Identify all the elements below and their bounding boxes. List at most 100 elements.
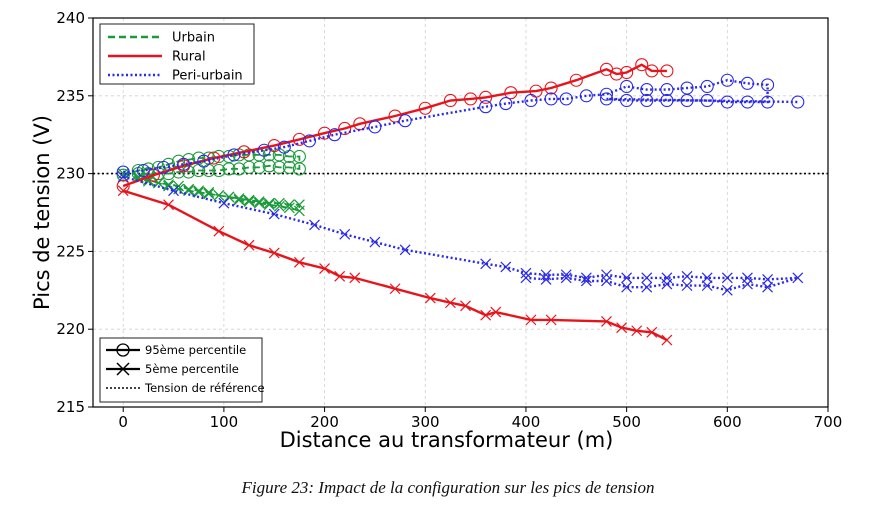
- series-line: [122, 189, 668, 342]
- series-rural-p5: [117, 185, 673, 346]
- axes-frame: [92, 17, 829, 408]
- data-point-x: [193, 185, 205, 197]
- data-point-circle: [479, 90, 493, 104]
- data-point-x: [721, 272, 733, 284]
- data-point-x: [681, 270, 693, 282]
- data-point-circle: [700, 93, 714, 108]
- data-point-x: [163, 179, 174, 190]
- data-point-circle: [262, 159, 276, 173]
- data-point-circle: [479, 100, 493, 114]
- data-point-x: [399, 244, 411, 256]
- data-point-x: [616, 322, 628, 334]
- x-tick-label: 600: [713, 413, 742, 431]
- data-point-x: [721, 284, 733, 296]
- series-peri-urbain-p95: [116, 73, 805, 179]
- data-point-x: [349, 272, 361, 284]
- x-tick-label: 400: [512, 413, 541, 431]
- data-point-x: [742, 278, 753, 290]
- data-point-x: [389, 283, 401, 295]
- data-point-circle: [338, 121, 352, 136]
- data-point-circle: [610, 67, 624, 81]
- data-point-circle: [328, 128, 342, 142]
- data-point-circle: [635, 58, 649, 72]
- data-point-circle: [524, 93, 538, 108]
- data-point-circle: [499, 97, 513, 111]
- data-point-x: [480, 258, 492, 270]
- data-point-x: [319, 263, 330, 274]
- data-point-x: [621, 281, 633, 293]
- data-point-x: [334, 270, 346, 282]
- data-point-x: [520, 272, 532, 284]
- data-point-x: [339, 228, 351, 240]
- data-point-circle: [544, 92, 558, 106]
- data-point-x: [213, 225, 225, 237]
- data-point-x: [601, 275, 612, 287]
- data-point-circle: [242, 160, 256, 174]
- data-point-circle: [116, 179, 130, 193]
- data-point-x: [792, 272, 804, 284]
- y-tick-label: 235: [56, 87, 85, 105]
- data-point-circle: [761, 78, 775, 92]
- data-point-x: [213, 189, 225, 201]
- data-point-x: [263, 197, 275, 209]
- data-point-x: [580, 275, 592, 287]
- series-layer: [116, 58, 805, 346]
- data-point-circle: [177, 157, 191, 171]
- data-point-x: [762, 273, 774, 285]
- data-point-x: [601, 315, 612, 327]
- data-point-circle: [212, 163, 226, 178]
- data-point-circle: [504, 86, 518, 100]
- data-point-x: [545, 314, 557, 326]
- data-point-circle: [464, 92, 478, 106]
- data-point-circle: [660, 93, 674, 108]
- data-point-circle: [136, 163, 150, 178]
- data-point-x: [203, 186, 215, 198]
- data-point-circle: [559, 92, 573, 106]
- x-marker-icon: [116, 362, 130, 376]
- data-point-x: [525, 314, 537, 326]
- data-point-x: [243, 239, 255, 251]
- data-point-x: [445, 297, 456, 309]
- data-point-x: [263, 199, 275, 211]
- legend-statistics: 95ème percentile 5ème percentile Tension d…: [99, 337, 265, 403]
- x-tick-label: 700: [814, 413, 843, 431]
- data-point-x: [701, 272, 713, 284]
- y-tick-label: 215: [56, 398, 85, 416]
- data-point-x: [253, 197, 265, 209]
- data-point-circle: [620, 79, 634, 94]
- data-point-circle: [232, 162, 246, 176]
- data-point-circle: [720, 95, 734, 109]
- data-point-x: [540, 273, 552, 285]
- data-point-circle: [318, 126, 332, 140]
- data-point-circle: [292, 132, 306, 146]
- series-line: [123, 78, 798, 174]
- data-point-x: [283, 202, 295, 214]
- data-point-x: [621, 272, 633, 284]
- data-point-x: [253, 196, 265, 208]
- data-point-circle: [680, 93, 694, 108]
- data-point-x: [631, 325, 643, 337]
- legend-label: Tension de référence: [144, 381, 265, 395]
- data-point-circle: [544, 81, 558, 95]
- data-point-circle: [116, 165, 130, 179]
- data-point-circle: [272, 160, 286, 174]
- data-point-x: [480, 309, 492, 321]
- data-point-x: [460, 300, 471, 312]
- data-point-x: [560, 269, 572, 281]
- data-point-circle: [620, 93, 634, 108]
- data-point-x: [273, 200, 285, 212]
- data-point-circle: [599, 87, 614, 101]
- data-point-x: [233, 193, 245, 204]
- y-axis-label: Pics de tension (V): [30, 115, 54, 310]
- data-point-circle: [660, 83, 674, 97]
- data-point-circle: [660, 64, 674, 78]
- data-point-x: [233, 194, 245, 206]
- data-point-x: [641, 272, 653, 284]
- data-point-x: [500, 261, 512, 273]
- data-point-circle: [640, 93, 654, 108]
- y-tick-label: 230: [56, 165, 85, 183]
- data-point-x: [309, 219, 320, 231]
- x-axis-label: Distance au transformateur (m): [280, 428, 614, 452]
- legend-label: 5ème percentile: [145, 362, 239, 376]
- data-point-x: [641, 281, 653, 293]
